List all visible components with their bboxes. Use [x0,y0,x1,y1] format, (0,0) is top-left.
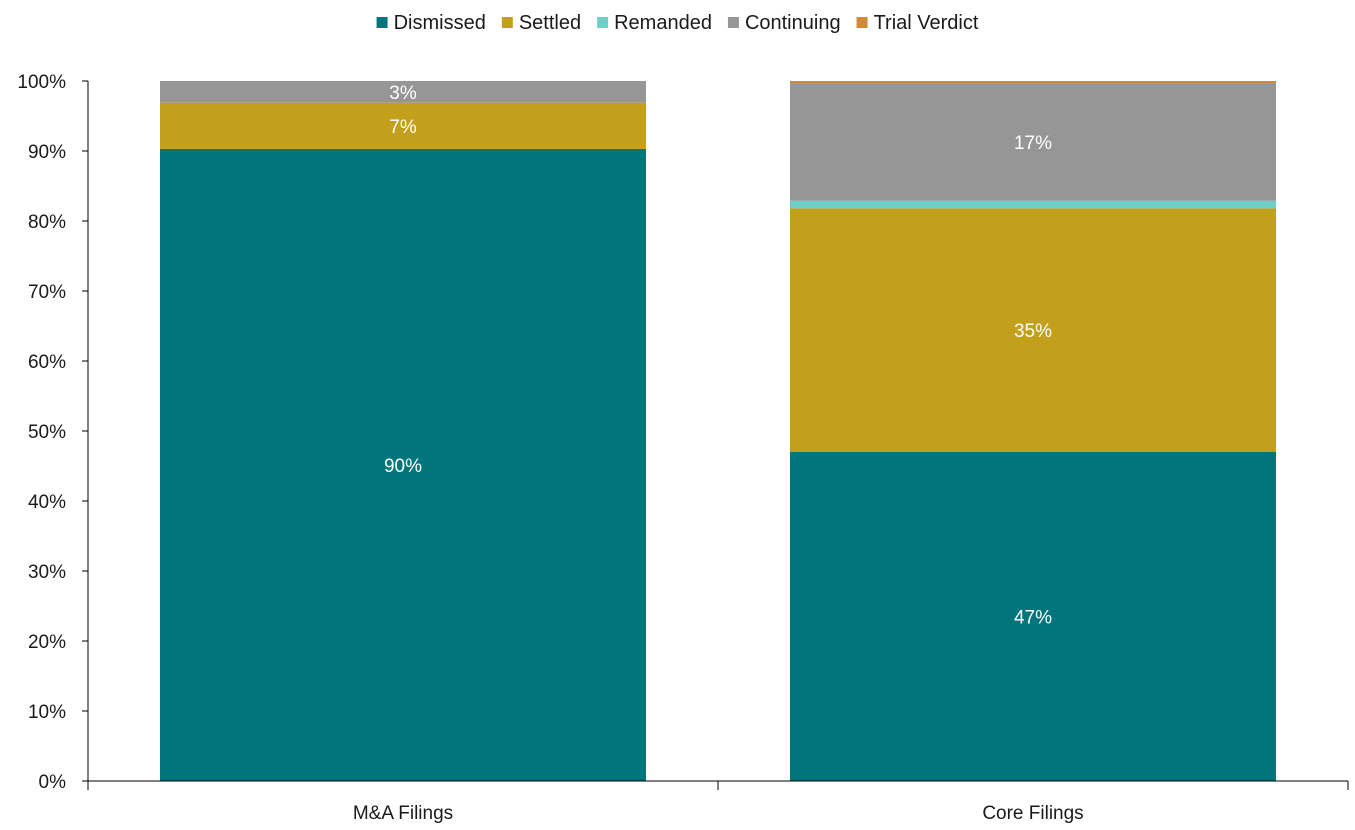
y-tick-label: 100% [17,72,66,93]
legend-label-settled: Settled [519,12,581,34]
data-label-manda-filings-settled: 7% [389,117,417,138]
bar-core-filings-continuing [790,83,1276,201]
data-label-core-filings-continuing: 17% [1014,133,1052,154]
legend-label-remanded: Remanded [614,12,712,34]
legend-swatch-dismissed [376,17,388,28]
legend-swatch-remanded [597,17,609,28]
bar-core-filings-dismissed [790,452,1276,781]
y-tick-label: 70% [28,282,66,303]
x-axis: M&A Filings Core Filings [87,780,1349,824]
legend-swatch-settled [501,17,513,28]
data-label-manda-filings-continuing: 3% [389,83,417,104]
bar-core-filings-remanded [790,200,1276,209]
bar-core-filings-trial-verdict [790,81,1276,84]
legend-swatch-trial-verdict [856,17,868,28]
data-label-core-filings-dismissed: 47% [1014,608,1052,629]
data-labels: 90% 7% 3% 47% 35% 17% [384,83,1052,629]
x-category-label-core-filings: Core Filings [982,803,1083,824]
bar-core-filings-settled [790,208,1276,452]
y-tick-label: 60% [28,352,66,373]
y-tick-label: 0% [39,772,67,793]
y-tick-label: 90% [28,142,66,163]
bar-manda-filings-continuing [160,81,646,103]
bar-manda-filings-settled [160,102,646,149]
data-label-core-filings-settled: 35% [1014,321,1052,342]
y-tick-label: 30% [28,562,66,583]
y-tick-label: 20% [28,632,66,653]
legend-label-dismissed: Dismissed [394,12,486,34]
y-tick-label: 40% [28,492,66,513]
bars [160,81,1276,781]
legend-swatch-continuing [727,17,739,28]
legend: Dismissed Settled Remanded Continuing Trial … [376,12,979,34]
y-tick-label: 10% [28,702,66,723]
y-tick-label: 80% [28,212,66,233]
y-tick-label: 50% [28,422,66,443]
bar-manda-filings-dismissed [160,148,646,781]
legend-label-continuing: Continuing [745,12,841,34]
x-category-label-manda-filings: M&A Filings [353,803,453,824]
legend-label-trial-verdict: Trial Verdict [874,12,979,34]
y-axis: 0% 10% 20% 30% 40% 50% 60% 70% 80% 90% 100% [17,72,89,793]
data-label-manda-filings-dismissed: 90% [384,456,422,477]
